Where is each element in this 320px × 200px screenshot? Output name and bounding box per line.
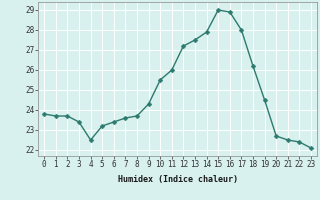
X-axis label: Humidex (Indice chaleur): Humidex (Indice chaleur) [118, 175, 238, 184]
